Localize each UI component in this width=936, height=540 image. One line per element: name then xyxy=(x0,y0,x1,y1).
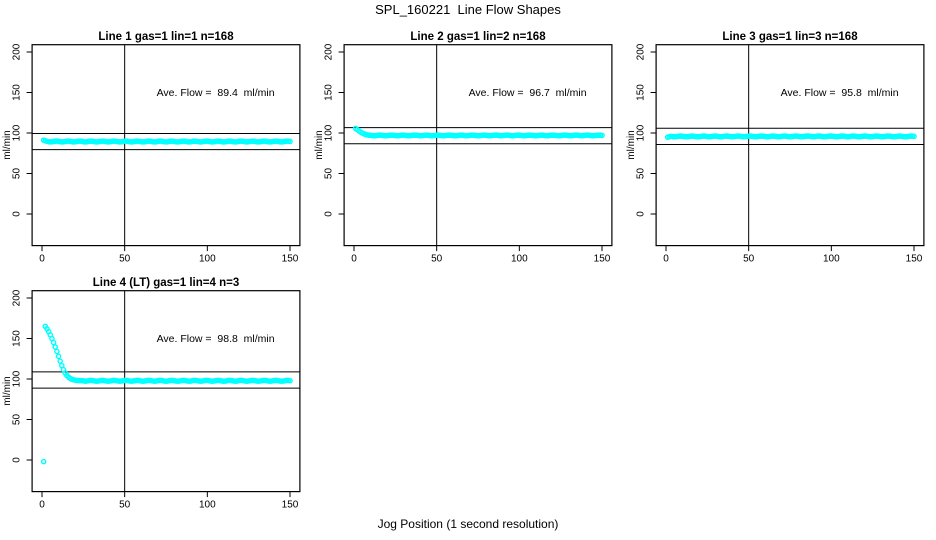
x-tick-label: 50 xyxy=(119,254,131,265)
y-tick-label: 50 xyxy=(636,168,647,180)
data-point-series xyxy=(664,133,917,141)
y-tick-label: 100 xyxy=(12,370,23,387)
y-tick-label: 50 xyxy=(324,168,335,180)
subplot-canvas: 0 50 100 150 200 0 50 100 150 ml/min Line 3 gas=1 … xyxy=(626,31,925,265)
subplot-line-1: 0 50 100 150 200 0 50 100 150 ml/min Line 1 gas=1 … xyxy=(0,15,312,265)
y-axis-label: ml/min xyxy=(314,130,325,159)
ave-flow-annotation: Ave. Flow = 95.8 ml/min xyxy=(781,87,899,99)
y-tick-label: 100 xyxy=(636,124,647,141)
x-tick-label: 0 xyxy=(39,500,45,511)
ave-flow-annotation: Ave. Flow = 96.7 ml/min xyxy=(469,87,587,99)
x-tick-label: 50 xyxy=(431,254,443,265)
data-point-series xyxy=(40,323,293,465)
y-tick-label: 0 xyxy=(636,211,647,217)
subplot-canvas: 0 50 100 150 200 0 50 100 150 ml/min Line 2 gas=1 … xyxy=(314,31,613,265)
data-point xyxy=(911,133,917,140)
x-tick-label: 50 xyxy=(743,254,755,265)
y-tick-label: 200 xyxy=(12,289,23,306)
y-tick-label: 150 xyxy=(324,84,335,101)
y-tick-label: 150 xyxy=(12,84,23,101)
x-tick-label: 150 xyxy=(282,254,299,265)
data-point-series xyxy=(40,137,293,145)
y-tick-label: 150 xyxy=(636,84,647,101)
y-tick-label: 0 xyxy=(12,457,23,463)
data-point xyxy=(57,358,63,364)
ave-flow-annotation: Ave. Flow = 98.8 ml/min xyxy=(157,333,275,345)
data-point xyxy=(40,458,47,465)
y-tick-label: 100 xyxy=(12,124,23,141)
subplot-title: Line 3 gas=1 lin=3 n=168 xyxy=(722,31,858,43)
y-tick-label: 150 xyxy=(12,330,23,347)
x-tick-label: 150 xyxy=(906,254,923,265)
plot-box xyxy=(343,44,613,247)
x-axis-title: Jog Position (1 second resolution) xyxy=(377,517,559,531)
data-point xyxy=(52,344,59,350)
y-axis-label: ml/min xyxy=(2,130,13,159)
y-tick-label: 200 xyxy=(636,43,647,60)
y-tick-label: 200 xyxy=(324,43,335,60)
y-axis-label: ml/min xyxy=(2,376,13,405)
data-point-series xyxy=(352,125,605,139)
subplot-line-2: 0 50 100 150 200 0 50 100 150 ml/min Line 2 gas=1 … xyxy=(312,15,624,265)
y-axis-label: ml/min xyxy=(626,130,637,159)
y-tick-label: 0 xyxy=(12,211,23,217)
subplot-line-3: 0 50 100 150 200 0 50 100 150 ml/min Line 3 gas=1 … xyxy=(624,15,936,265)
x-tick-label: 50 xyxy=(119,500,131,511)
x-tick-label: 150 xyxy=(594,254,611,265)
subplot-line-4: 0 50 100 150 200 0 50 100 150 ml/min Line 4 (LT) g… xyxy=(0,261,312,511)
plot-box xyxy=(31,44,301,247)
y-tick-label: 0 xyxy=(324,211,335,217)
subplot-canvas: 0 50 100 150 200 0 50 100 150 ml/min Line 4 (LT) g… xyxy=(2,277,301,511)
x-tick-label: 0 xyxy=(351,254,357,265)
subplot-title: Line 1 gas=1 lin=1 n=168 xyxy=(98,31,234,43)
x-tick-label: 100 xyxy=(199,500,216,511)
subplot-title: Line 2 gas=1 lin=2 n=168 xyxy=(410,31,546,43)
x-tick-label: 100 xyxy=(823,254,840,265)
y-tick-label: 200 xyxy=(12,43,23,60)
x-tick-label: 150 xyxy=(282,500,299,511)
y-tick-label: 50 xyxy=(12,414,23,426)
ave-flow-annotation: Ave. Flow = 89.4 ml/min xyxy=(157,87,275,99)
plot-box xyxy=(655,44,925,247)
x-tick-label: 100 xyxy=(511,254,528,265)
data-point xyxy=(599,132,605,139)
data-point xyxy=(54,348,60,355)
y-tick-label: 50 xyxy=(12,168,23,180)
plot-box xyxy=(31,290,301,493)
x-tick-label: 0 xyxy=(663,254,669,265)
data-point xyxy=(50,339,57,346)
data-point xyxy=(287,138,293,145)
data-point xyxy=(287,377,293,384)
data-point xyxy=(55,353,62,360)
y-tick-label: 100 xyxy=(324,124,335,141)
subplot-title: Line 4 (LT) gas=1 lin=4 n=3 xyxy=(93,277,239,289)
page-title: SPL_160221 Line Flow Shapes xyxy=(375,2,561,17)
x-tick-label: 100 xyxy=(199,254,216,265)
x-tick-label: 0 xyxy=(39,254,45,265)
subplot-canvas: 0 50 100 150 200 0 50 100 150 ml/min Line 1 gas=1 … xyxy=(2,31,301,265)
